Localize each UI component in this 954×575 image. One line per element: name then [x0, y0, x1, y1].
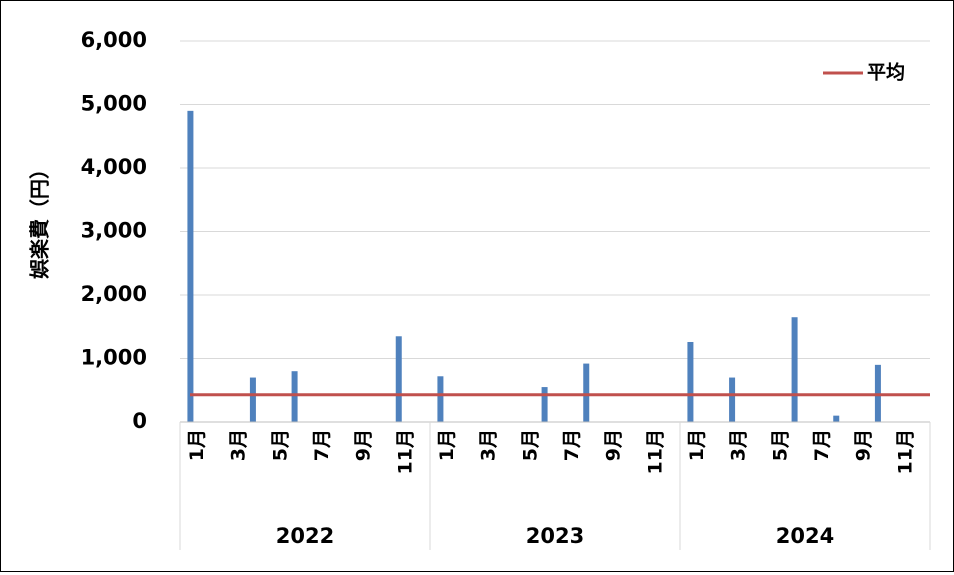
legend: 平均	[823, 61, 905, 84]
bar	[249, 377, 256, 422]
legend-label-average: 平均	[867, 61, 905, 84]
y-tick-label: 5,000	[81, 92, 147, 116]
bar	[583, 363, 590, 422]
x-month-label: 3月	[228, 429, 250, 461]
y-axis-tick-labels: 0 1,000 2,000 3,000 4,000 5,000 6,000	[81, 28, 147, 433]
x-month-label: 9月	[353, 429, 375, 461]
bars	[187, 110, 881, 422]
y-axis-label: 娯楽費（円）	[28, 159, 52, 279]
x-month-label: 7月	[561, 429, 583, 461]
x-month-label: 3月	[478, 429, 500, 461]
y-tick-label: 6,000	[81, 28, 147, 52]
bar	[437, 376, 444, 422]
x-month-label: 11月	[894, 429, 916, 474]
bar	[291, 371, 298, 422]
x-year-label: 2022	[276, 524, 334, 548]
x-month-label: 11月	[644, 429, 666, 474]
x-year-label: 2023	[526, 524, 584, 548]
bar	[687, 341, 694, 422]
y-tick-label: 1,000	[81, 346, 147, 370]
bar	[541, 387, 548, 422]
x-month-label: 9月	[853, 429, 875, 461]
x-month-label: 11月	[394, 429, 416, 474]
x-month-label: 1月	[436, 429, 458, 461]
bar	[187, 110, 194, 422]
x-month-label: 1月	[686, 429, 708, 461]
bar	[791, 317, 798, 422]
y-tick-label: 3,000	[81, 219, 147, 243]
x-month-label: 5月	[769, 429, 791, 461]
gridlines	[180, 40, 930, 359]
x-axis-categories: 2022 1月 3月 5月 7月 9月 11月 2023 1月 3月 5月 7月 9月 11月 2024 1月…	[179, 421, 931, 550]
bar	[729, 377, 736, 422]
x-month-label: 7月	[311, 429, 333, 461]
y-tick-label: 4,000	[81, 155, 147, 179]
x-month-label: 7月	[811, 429, 833, 461]
y-tick-label: 2,000	[81, 282, 147, 306]
x-month-label: 5月	[269, 429, 291, 461]
x-month-label: 3月	[728, 429, 750, 461]
y-tick-label: 0	[132, 409, 147, 433]
bar	[833, 415, 840, 422]
x-month-label: 5月	[519, 429, 541, 461]
x-year-label: 2024	[776, 524, 834, 548]
x-month-label: 9月	[603, 429, 625, 461]
x-month-label: 1月	[186, 429, 208, 461]
bar	[395, 336, 402, 422]
